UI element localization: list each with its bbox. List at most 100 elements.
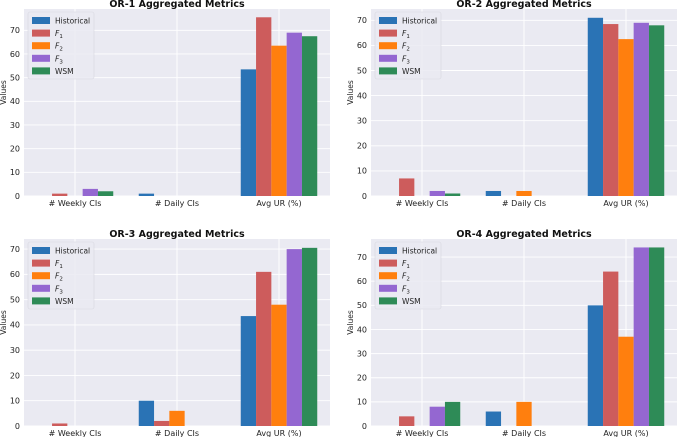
legend-label-base: WSM [402,67,421,76]
legend-label-base: F [55,54,60,63]
bar-f3-1 [429,190,445,196]
bar-f1-3 [256,17,272,197]
legend-frame [374,241,442,310]
y-tick-label: 30 [10,346,20,355]
y-tick-label: 0 [15,192,20,201]
x-tick-label: # Daily CIs [155,199,199,208]
chart-panel-3: 0 10 20 30 40 50 60 70 # Weekly CIs # Daily CIs Av… [0,229,330,437]
bar-historical-3 [587,17,604,197]
y-tick-label: 10 [357,398,367,407]
legend-label-base: Historical [55,247,90,256]
legend-label-base: F [55,284,60,293]
y-tick-label: 40 [357,325,367,334]
y-tick-label: 70 [357,253,367,262]
x-tick-label: Avg UR (%) [256,429,301,437]
y-tick-label: 40 [10,321,20,330]
x-tick-label: # Daily CIs [502,199,546,208]
bar-f1-1 [399,178,415,196]
bar-f1-1 [52,423,68,426]
legend-label-subscript: 3 [406,289,410,295]
legend-label-base: F [402,29,407,38]
bar-wsm-1 [97,191,114,196]
bar-f1-3 [603,271,619,426]
y-axis-label: Values [0,310,8,335]
legend-label-wsm: WSM [402,67,421,76]
y-tick-label: 0 [362,192,367,201]
legend-label-wsm: WSM [402,297,421,306]
bar-f1-2 [154,420,170,426]
legend-label-f1: F1 [402,259,410,270]
legend-swatch-historical [32,247,50,254]
legend-label-subscript: 2 [406,47,410,53]
legend-swatch-historical [32,17,50,24]
bar-historical-3 [240,316,257,426]
legend-label-base: F [55,259,60,268]
bar-f3-3 [286,32,302,197]
y-axis-label: Values [346,310,355,335]
y-tick-label: 30 [357,116,367,125]
legend-swatch-historical [379,247,397,254]
legend-label-f1: F1 [402,29,410,40]
bar-f2-2 [516,401,532,426]
legend-label-f2: F2 [402,272,410,283]
legend-swatch-f3 [32,284,50,292]
legend-label-f2: F2 [55,42,63,53]
y-tick-label: 20 [357,142,367,151]
legend-label-f2: F2 [55,272,63,283]
bar-wsm-1 [444,193,461,196]
legend-label-f3: F3 [55,54,63,65]
y-tick-label: 20 [357,374,367,383]
bar-f2-2 [516,190,532,196]
legend-swatch-f2 [32,272,50,280]
y-tick-label: 10 [357,167,367,176]
y-tick-label: 70 [357,16,367,25]
legend-label-subscript: 2 [406,277,410,283]
chart-title: OR-1 Aggregated Metrics [109,0,245,10]
y-tick-label: 50 [10,295,20,304]
bar-wsm-3 [301,247,318,426]
y-tick-label: 70 [10,26,20,35]
legend-label-wsm: WSM [55,67,74,76]
legend-swatch-historical [379,17,397,24]
y-tick-label: 60 [357,41,367,50]
y-tick-label: 10 [10,397,20,406]
legend-swatch-f2 [379,42,397,50]
y-tick-label: 0 [15,422,20,431]
y-tick-label: 30 [10,121,20,130]
bar-historical-2 [485,190,502,196]
y-tick-label: 70 [10,245,20,254]
chart-title: OR-3 Aggregated Metrics [109,229,245,240]
x-tick-label: # Weekly CIs [396,199,449,208]
x-tick-label: # Weekly CIs [49,199,102,208]
y-tick-label: 30 [357,349,367,358]
y-tick-label: 20 [10,371,20,380]
legend-label-base: WSM [55,297,74,306]
bar-f3-1 [429,406,445,426]
legend-swatch-f2 [32,42,50,50]
legend-label-base: F [55,272,60,281]
legend-label-subscript: 1 [406,34,410,40]
legend-swatch-wsm [379,297,397,305]
chart-panel-4: 0 10 20 30 40 50 60 70 # Weekly CIs # Daily CIs Av… [346,229,677,437]
legend-swatch-f1 [32,259,50,267]
legend-label-f1: F1 [55,29,63,40]
legend-label-f2: F2 [402,42,410,53]
y-tick-label: 0 [362,422,367,431]
bar-f1-3 [256,271,272,426]
legend-label-historical: Historical [402,247,437,256]
y-tick-label: 50 [357,66,367,75]
x-tick-label: # Daily CIs [155,429,199,437]
y-tick-label: 50 [357,301,367,310]
x-tick-label: Avg UR (%) [603,199,648,208]
legend-label-base: WSM [55,67,74,76]
chart-panel-2: 0 10 20 30 40 50 60 70 # Weekly CIs # Daily CIs Av… [346,0,677,208]
legend-label-subscript: 3 [406,59,410,65]
bar-f3-1 [82,188,98,196]
legend-label-base: F [402,284,407,293]
bar-wsm-1 [444,401,461,426]
x-tick-label: # Weekly CIs [396,429,449,437]
chart-title: OR-4 Aggregated Metrics [456,229,592,240]
legend-label-subscript: 3 [59,59,63,65]
